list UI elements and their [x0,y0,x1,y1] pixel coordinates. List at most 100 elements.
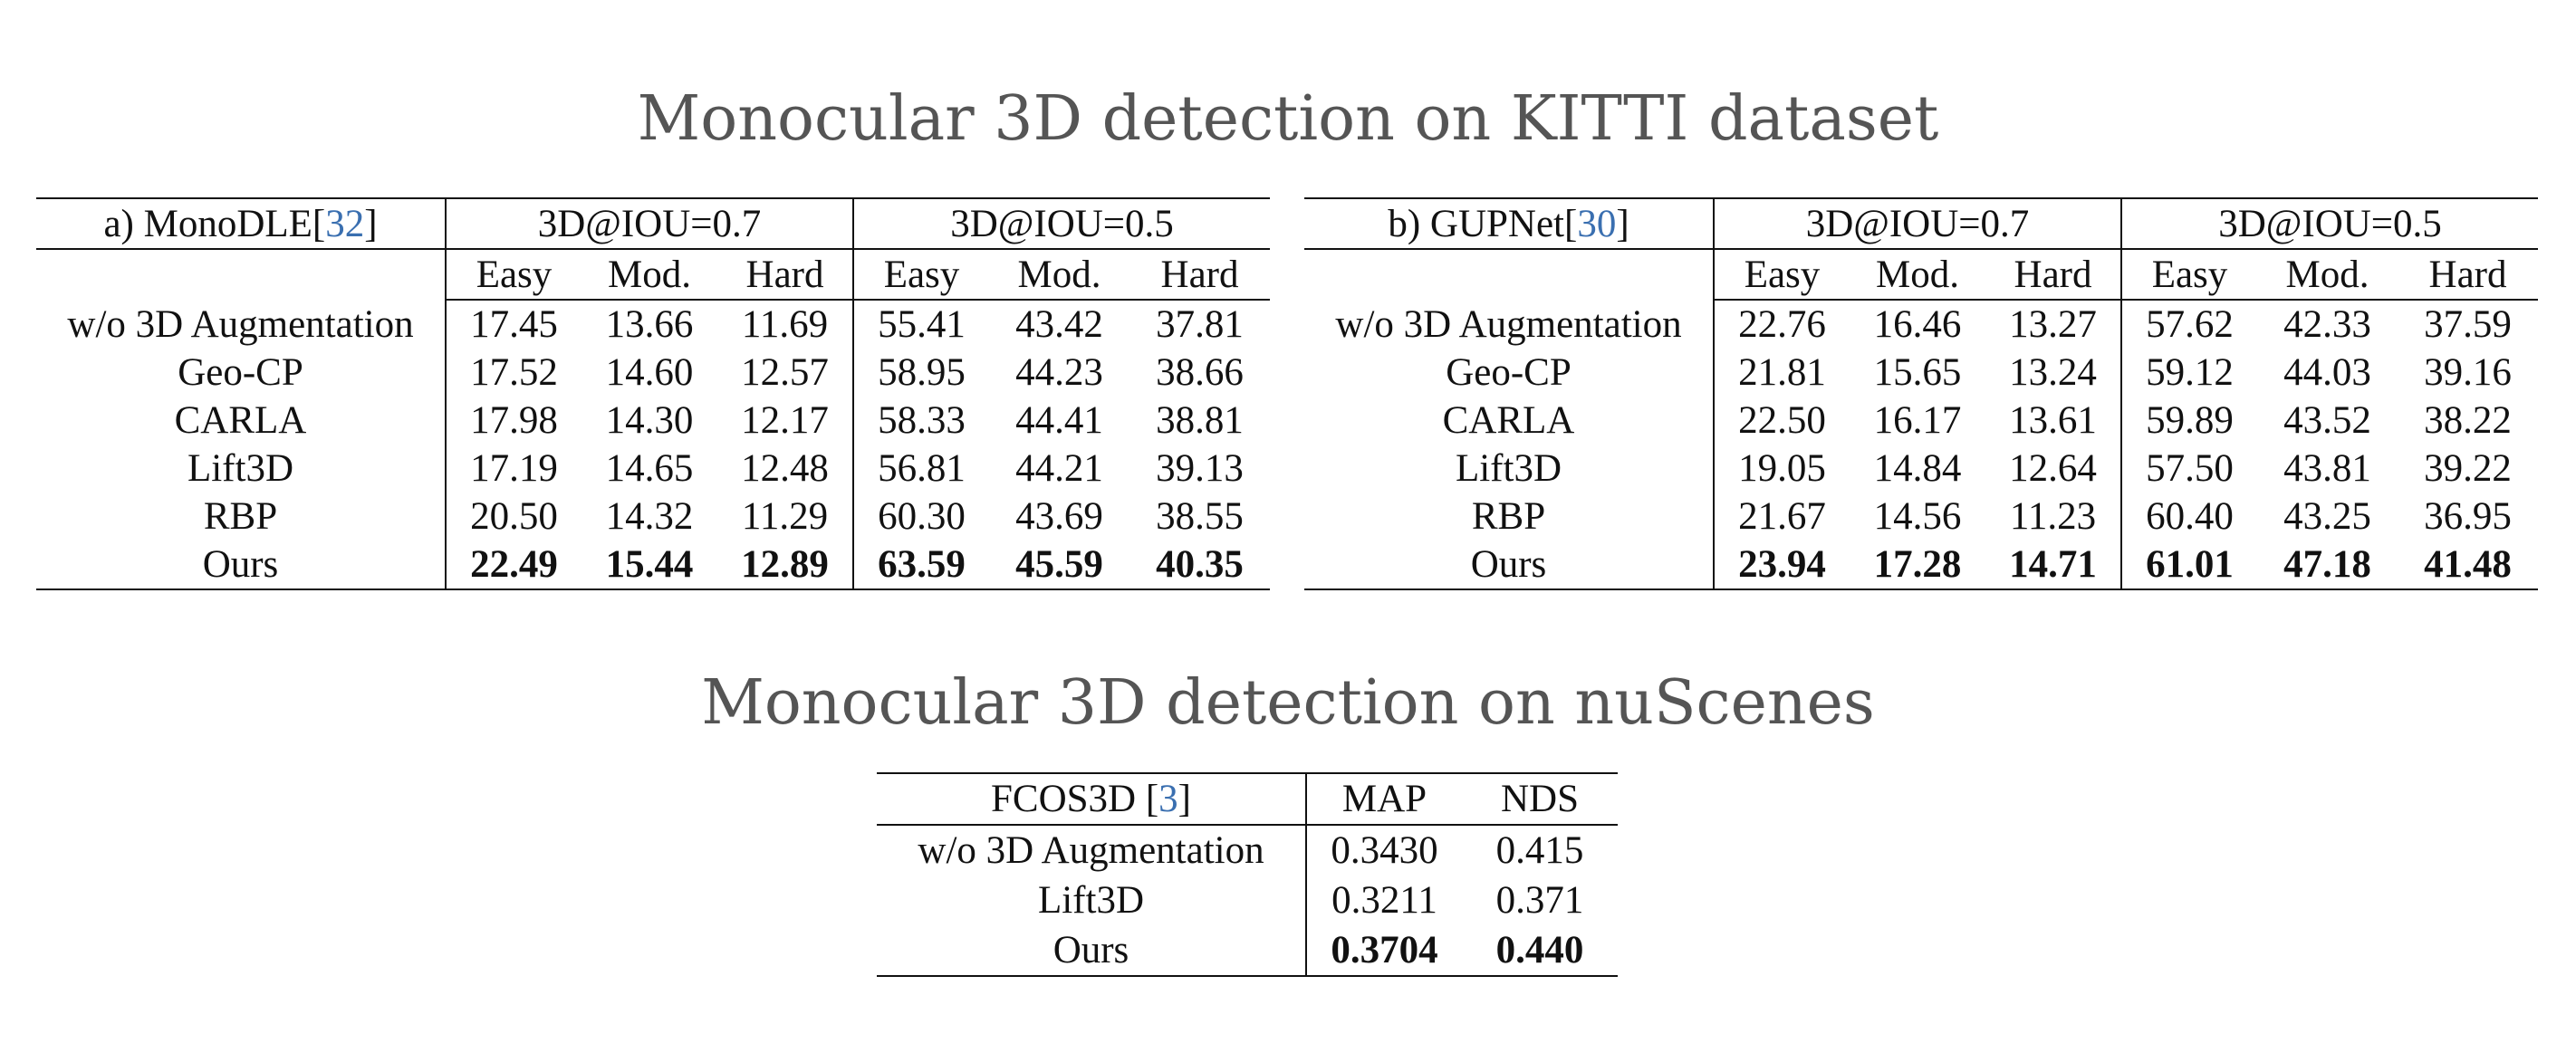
subheader-cell: Mod. [582,249,717,301]
value-cell: 60.30 [852,493,989,541]
value-cell: 38.22 [2424,399,2512,442]
value-cell: 17.98 [445,397,582,445]
value-cell: 61.01 [2120,541,2257,590]
citation-link[interactable]: 30 [1577,202,1617,245]
value-cell: 17.28 [1850,541,1985,590]
value-cell: 12.17 [741,399,829,442]
value-cell: 43.25 [2283,495,2371,538]
value-cell: 38.66 [1156,351,1244,394]
empty-cell [1304,249,1714,300]
method-name-cell: CARLA [174,399,307,442]
value-cell: 45.59 [989,541,1129,590]
value-cell: 0.3430 [1305,825,1462,876]
subheader-cell: Easy [852,249,989,301]
method-name-cell: Ours [877,925,1306,977]
table-row: Ours 22.49 15.44 12.89 63.59 45.59 40.35 [36,541,1271,590]
value-cell: 22.49 [445,541,582,590]
value-cell: 38.55 [1156,495,1244,538]
method-name-cell: CARLA [1442,399,1575,442]
subheader-cell: Easy [445,249,582,301]
table-body: w/o 3D Augmentation 22.76 16.46 13.27 57.62 4… [1304,300,2539,590]
subheader-cell: Easy [2120,249,2257,301]
method-name-cell: w/o 3D Augmentation [67,302,414,346]
table-label-end: ] [364,202,378,245]
value-cell: 59.89 [2120,397,2257,445]
value-cell: 39.13 [1156,447,1244,490]
value-cell: 58.33 [852,397,989,445]
value-cell: 43.52 [2283,399,2371,442]
table-row: w/o 3D Augmentation 17.45 13.66 11.69 55.41 4… [36,300,1270,349]
value-cell: 14.30 [605,399,694,442]
table-body: w/o 3D Augmentation 17.45 13.66 11.69 55.41 4… [36,300,1271,590]
table-body: w/o 3D Augmentation 0.3430 0.415 Lift3D 0.32… [877,825,1618,977]
method-name-cell: Ours [36,541,446,590]
table-subheader-row: Easy Mod. Hard Easy Mod. Hard [1304,249,2539,301]
group-header-iou-07: 3D@IOU=0.7 [1713,197,2121,250]
value-cell: 37.59 [2424,303,2512,346]
table-row: Geo-CP 21.81 15.65 13.24 59.12 44.03 39.16 [1304,349,2538,397]
value-cell: 15.44 [582,541,717,590]
value-cell: 14.65 [605,447,694,490]
citation-link[interactable]: 3 [1158,778,1178,820]
value-cell: 15.65 [1873,351,1962,394]
method-name-cell: Lift3D [187,447,294,490]
value-cell: 47.18 [2257,541,2398,590]
table-label-text: a) MonoDLE[ [103,202,326,245]
value-cell: 13.24 [2009,351,2097,394]
value-cell: 14.56 [1873,495,1962,538]
value-cell: 41.48 [2398,541,2539,590]
value-cell: 0.3211 [1305,876,1462,925]
empty-cell [36,249,446,300]
table-label-end: ] [1616,202,1629,245]
value-cell: 60.40 [2120,493,2257,541]
citation-link[interactable]: 32 [325,202,365,245]
method-name-cell: Geo-CP [1446,351,1572,394]
value-cell: 17.52 [445,349,582,397]
value-cell: 16.17 [1873,399,1962,442]
value-cell: 17.45 [445,300,582,349]
subheader-cell: Mod. [989,249,1129,301]
value-cell: 19.05 [1713,445,1850,493]
table-row: Lift3D 0.3211 0.371 [877,876,1618,925]
value-cell: 55.41 [852,300,989,349]
value-cell: 22.76 [1713,300,1850,349]
method-name-cell: Lift3D [1037,879,1145,922]
value-cell: 39.16 [2424,351,2512,394]
group-header-iou-07: 3D@IOU=0.7 [445,197,853,250]
value-cell: 57.50 [2120,445,2257,493]
value-cell: 23.94 [1713,541,1850,590]
table-header-row: FCOS3D [3] MAP NDS [877,772,1618,826]
value-cell: 59.12 [2120,349,2257,397]
value-cell: 12.64 [2009,447,2097,490]
value-cell: 0.440 [1462,925,1618,977]
table-row: w/o 3D Augmentation 22.76 16.46 13.27 57.62 4… [1304,300,2538,349]
table-label-text: b) GUPNet[ [1388,202,1578,245]
table-row: Ours 0.3704 0.440 [877,925,1618,977]
value-cell: 43.81 [2283,447,2371,490]
table-row: CARLA 22.50 16.17 13.61 59.89 43.52 38.22 [1304,397,2538,445]
value-cell: 12.48 [741,447,829,490]
value-cell: 43.42 [1015,303,1103,346]
value-cell: 0.371 [1495,879,1584,922]
subheader-cell: Hard [2398,249,2539,301]
table-label: b) GUPNet[30] [1304,197,1714,250]
value-cell: 42.33 [2283,303,2371,346]
table-label: FCOS3D [3] [877,772,1306,826]
value-cell: 17.19 [445,445,582,493]
value-cell: 63.59 [852,541,989,590]
value-cell: 14.60 [605,351,694,394]
table-header-row: b) GUPNet[30] 3D@IOU=0.7 3D@IOU=0.5 [1304,197,2539,250]
table-row: RBP 20.50 14.32 11.29 60.30 43.69 38.55 [36,493,1270,541]
group-header-iou-05: 3D@IOU=0.5 [851,197,1271,250]
value-cell: 57.62 [2120,300,2257,349]
method-name-cell: Ours [1304,541,1714,590]
value-cell: 44.21 [1015,447,1103,490]
subheader-cell: Hard [717,249,853,301]
header-nds: NDS [1462,772,1618,826]
table-label-text: FCOS3D [ [990,778,1159,820]
table-row: Ours 23.94 17.28 14.71 61.01 47.18 41.48 [1304,541,2539,590]
value-cell: 44.23 [1015,351,1103,394]
value-cell: 38.81 [1156,399,1244,442]
header-map: MAP [1305,772,1462,826]
value-cell: 21.81 [1713,349,1850,397]
